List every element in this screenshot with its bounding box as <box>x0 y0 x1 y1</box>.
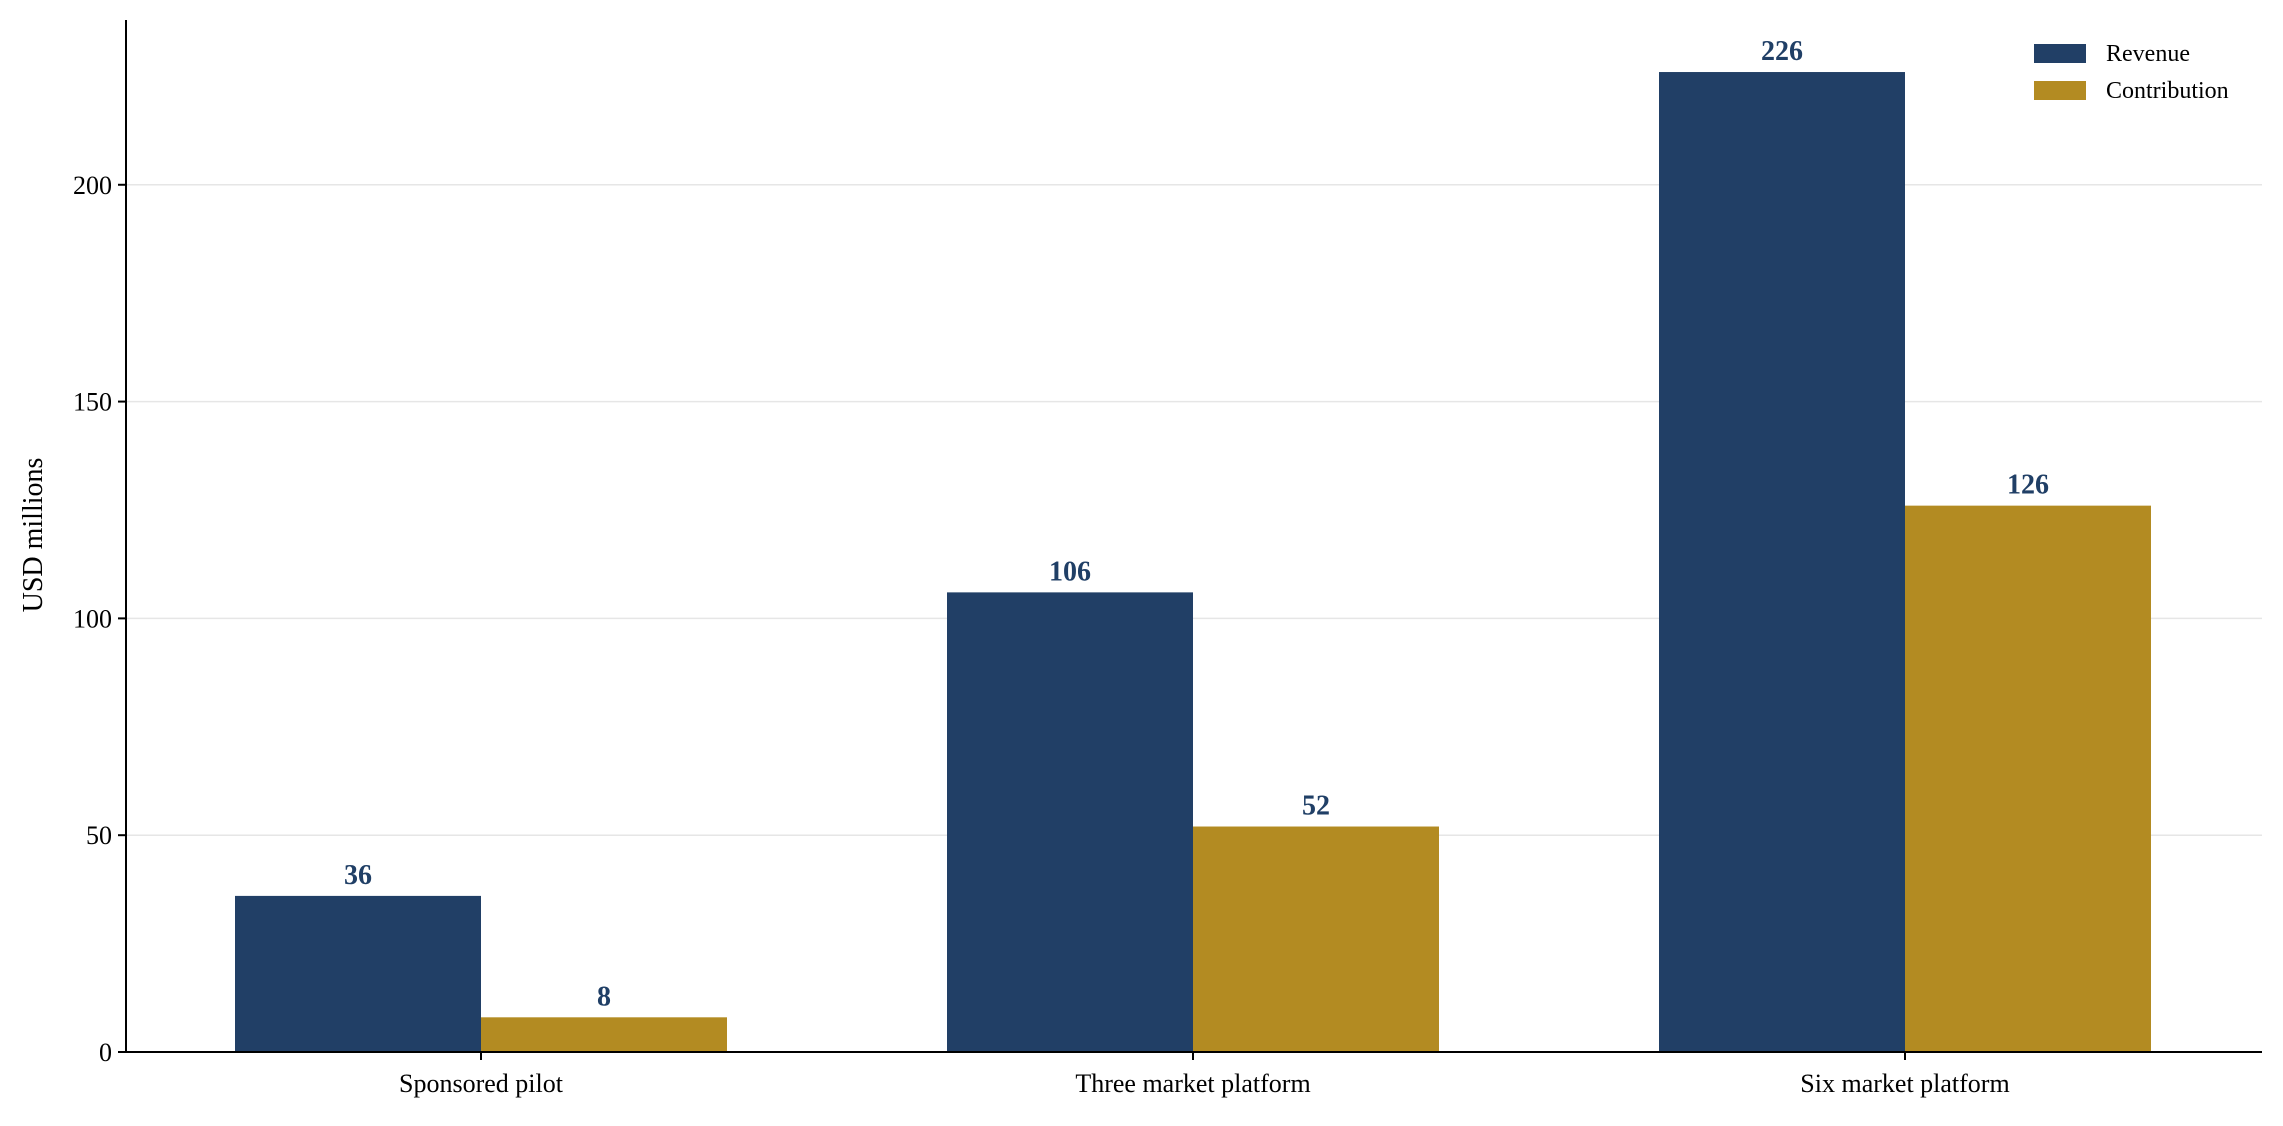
bar-contribution-0 <box>481 1017 727 1052</box>
value-label-contribution-1: 52 <box>1302 791 1330 822</box>
y-tick-label-4: 200 <box>73 171 112 200</box>
axes: 0 50 100 150 200 Sponsored pilot Three market … <box>73 20 2262 1098</box>
bar-contribution-2 <box>1905 505 2151 1052</box>
value-label-revenue-2: 226 <box>1761 36 1803 67</box>
legend-label-revenue: Revenue <box>2106 41 2190 67</box>
y-tick-label-0: 0 <box>99 1038 112 1067</box>
y-tick-label-3: 150 <box>73 388 112 417</box>
x-tick-label-1: Three market platform <box>1075 1069 1310 1098</box>
x-tick-label-2: Six market platform <box>1800 1069 2009 1098</box>
y-tick-label-2: 100 <box>73 604 112 633</box>
legend-label-contribution: Contribution <box>2106 78 2229 104</box>
value-label-revenue-1: 106 <box>1049 556 1091 587</box>
bar-revenue-2 <box>1659 72 1905 1052</box>
bars <box>235 72 2151 1052</box>
value-labels: 36 106 226 8 52 126 <box>344 36 2049 1012</box>
bar-contribution-1 <box>1193 826 1439 1052</box>
x-tick-label-0: Sponsored pilot <box>399 1069 564 1098</box>
y-axis-title: USD millions <box>18 458 49 613</box>
value-label-revenue-0: 36 <box>344 860 372 891</box>
bar-revenue-1 <box>947 592 1193 1052</box>
legend-swatch-contribution <box>2034 81 2086 100</box>
legend-swatch-revenue <box>2034 44 2086 63</box>
y-tick-label-1: 50 <box>86 821 112 850</box>
value-label-contribution-0: 8 <box>597 981 611 1012</box>
legend: Revenue Contribution <box>2034 41 2229 104</box>
value-label-contribution-2: 126 <box>2007 470 2049 501</box>
bar-revenue-0 <box>235 895 481 1052</box>
